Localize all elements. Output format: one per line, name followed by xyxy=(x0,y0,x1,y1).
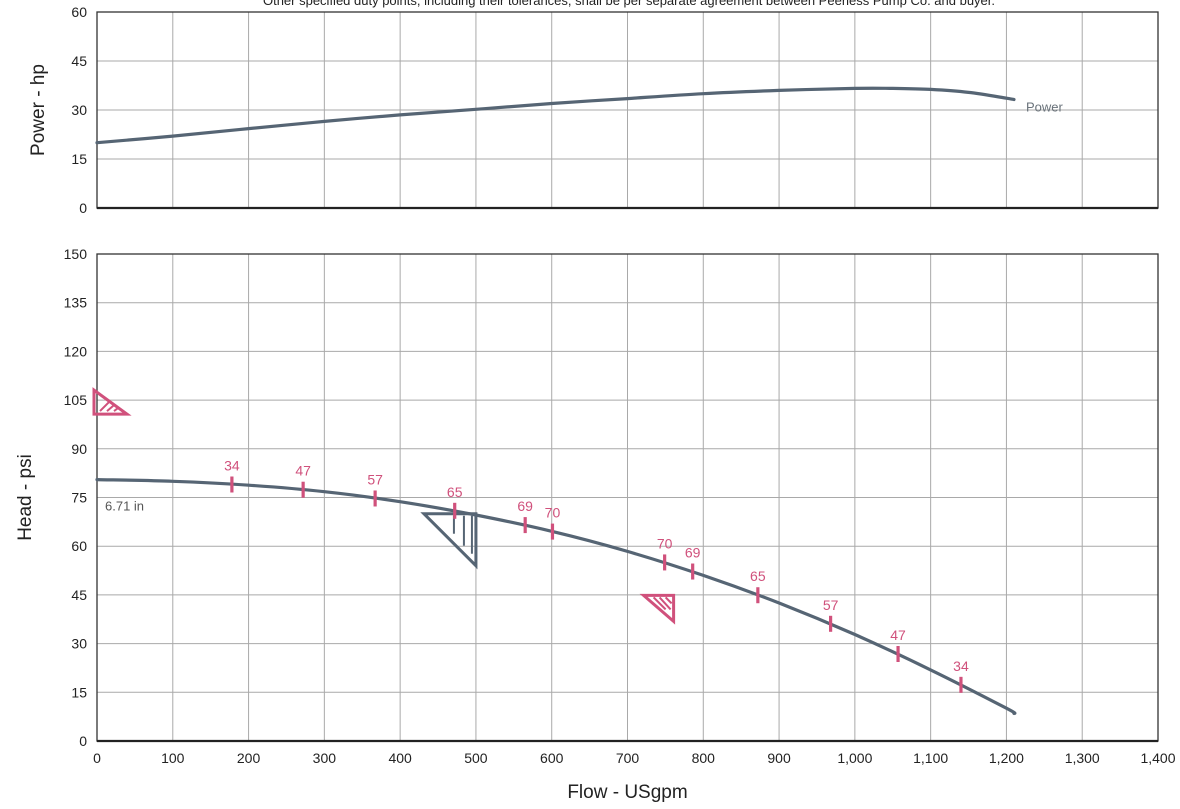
efficiency-points: 34 47 57 65 69 70 70 69 65 57 47 34 xyxy=(224,458,969,693)
tolerance-triangle-icon xyxy=(639,593,676,625)
plot-frames xyxy=(96,11,1159,743)
power-y-tick-label-4: 60 xyxy=(71,4,87,20)
duty-markers xyxy=(92,387,676,625)
efficiency-label-3: 65 xyxy=(447,484,463,500)
head-y-tick-label-7: 105 xyxy=(64,392,88,408)
tolerance-triangle-hatch-2-1 xyxy=(658,596,672,611)
power-series-label: Power xyxy=(1026,100,1064,115)
x-tick-label-8: 800 xyxy=(692,750,716,766)
head-y-tick-label-2: 30 xyxy=(71,636,87,652)
head-y-tick-label-4: 60 xyxy=(71,538,87,554)
x-tick-label-14: 1,400 xyxy=(1140,750,1175,766)
efficiency-label-10: 47 xyxy=(890,627,906,643)
head-y-tick-label-0: 0 xyxy=(79,733,87,749)
x-tick-label-10: 1,000 xyxy=(837,750,872,766)
efficiency-label-1: 47 xyxy=(295,463,311,479)
tolerance-triangle-hatch-2-0 xyxy=(652,596,667,611)
efficiency-label-6: 70 xyxy=(657,535,673,551)
power-y-tick-label-0: 0 xyxy=(79,200,87,216)
tolerance-triangle-hatch-0-1 xyxy=(106,404,115,412)
x-tick-label-0: 0 xyxy=(93,750,101,766)
tolerance-triangle-hatch-2-2 xyxy=(664,596,673,605)
impeller-diameter-label: 6.71 in xyxy=(105,499,144,514)
x-tick-label-5: 500 xyxy=(464,750,488,766)
efficiency-label-11: 34 xyxy=(953,658,969,674)
duty-point-triangle-outline-1 xyxy=(420,512,478,570)
grid-lines xyxy=(96,11,1159,742)
efficiency-label-8: 65 xyxy=(750,568,766,584)
header-note: Other specified duty points, including t… xyxy=(262,0,996,8)
x-tick-label-9: 900 xyxy=(767,750,791,766)
power-curve xyxy=(95,86,1016,145)
head-y-axis-title: Head - psi xyxy=(15,454,36,541)
x-tick-label-3: 300 xyxy=(313,750,337,766)
head-y-tick-label-6: 90 xyxy=(71,441,87,457)
x-tick-label-7: 700 xyxy=(616,750,640,766)
efficiency-label-5: 70 xyxy=(545,505,561,521)
efficiency-label-4: 69 xyxy=(517,498,533,514)
x-axis-title: Flow - USgpm xyxy=(567,782,687,803)
x-tick-label-6: 600 xyxy=(540,750,564,766)
duty-point-triangle-icon xyxy=(420,512,478,570)
x-tick-label-2: 200 xyxy=(237,750,261,766)
tolerance-triangle-outline-0 xyxy=(92,387,132,416)
x-tick-label-13: 1,300 xyxy=(1065,750,1100,766)
power-y-tick-label-1: 15 xyxy=(71,151,87,167)
power-y-axis-title: Power - hp xyxy=(28,64,49,156)
tolerance-triangle-icon xyxy=(92,387,132,416)
x-tick-label-1: 100 xyxy=(161,750,185,766)
head-y-tick-label-9: 135 xyxy=(64,295,88,311)
tolerance-triangle-outline-2 xyxy=(639,593,676,625)
head-y-tick-label-10: 150 xyxy=(64,246,88,262)
head-y-tick-label-3: 45 xyxy=(71,587,87,603)
power-y-tick-label-2: 30 xyxy=(71,102,87,118)
head-curve xyxy=(95,478,1017,715)
efficiency-label-9: 57 xyxy=(823,597,839,613)
efficiency-label-2: 57 xyxy=(367,471,383,487)
head-y-tick-label-8: 120 xyxy=(64,343,88,359)
efficiency-label-7: 69 xyxy=(685,545,701,561)
x-tick-label-12: 1,200 xyxy=(989,750,1024,766)
x-tick-label-11: 1,100 xyxy=(913,750,948,766)
power-y-tick-label-3: 45 xyxy=(71,53,87,69)
series-labels: Power 6.71 in xyxy=(105,100,1064,514)
head-y-tick-label-1: 15 xyxy=(71,684,87,700)
axis-titles: Power - hp Head - psi Flow - USgpm xyxy=(15,64,688,803)
x-tick-label-4: 400 xyxy=(388,750,412,766)
head-y-tick-label-5: 75 xyxy=(71,490,87,506)
tolerance-triangle-hatch-0-0 xyxy=(99,401,110,412)
tolerance-triangle-hatch-0-2 xyxy=(113,407,119,412)
efficiency-label-0: 34 xyxy=(224,458,240,474)
series-curves xyxy=(95,86,1017,715)
